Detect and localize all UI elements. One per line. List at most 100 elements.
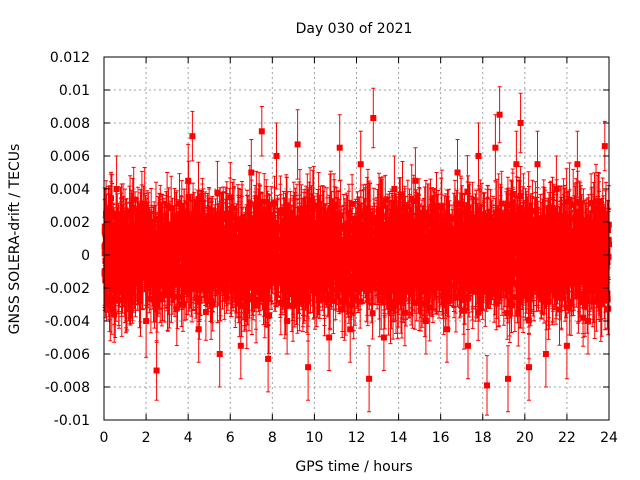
noise-point [520, 210, 527, 217]
noise-point [290, 224, 297, 231]
noise-point [588, 234, 595, 241]
data-point [273, 153, 280, 159]
noise-point [441, 222, 448, 229]
noise-point [410, 231, 417, 238]
noise-point [187, 264, 194, 271]
noise-point [162, 256, 168, 263]
noise-point [137, 298, 144, 305]
noise-point [524, 264, 530, 271]
noise-point [174, 239, 181, 246]
noise-point [263, 217, 270, 224]
noise-point [326, 297, 333, 304]
noise-point [378, 231, 385, 238]
noise-point [217, 282, 224, 289]
noise-point [546, 242, 553, 249]
noise-point [225, 265, 232, 272]
noise-point [402, 248, 409, 255]
noise-point [535, 244, 542, 251]
noise-point [133, 231, 139, 238]
noise-point [497, 227, 504, 234]
noise-point [564, 219, 571, 226]
noise-point [321, 295, 328, 302]
noise-point [200, 228, 207, 235]
noise-point [223, 247, 230, 254]
noise-point [350, 255, 357, 262]
noise-point [296, 299, 303, 306]
noise-point [600, 231, 607, 237]
noise-point [248, 215, 255, 222]
noise-point [123, 266, 130, 273]
noise-point [149, 267, 156, 274]
noise-point [116, 289, 122, 296]
noise-point [482, 256, 488, 263]
noise-point [400, 281, 407, 288]
noise-point [396, 214, 403, 220]
noise-point [564, 223, 570, 230]
noise-point [328, 218, 335, 225]
noise-point [233, 276, 240, 283]
noise-point [371, 241, 378, 248]
noise-point [258, 243, 265, 250]
noise-point [168, 266, 174, 273]
noise-point [118, 226, 125, 233]
noise-point [349, 234, 356, 241]
noise-point [217, 236, 223, 243]
noise-point [272, 269, 279, 276]
noise-point [566, 196, 573, 203]
noise-point [150, 280, 157, 287]
noise-point [519, 214, 526, 221]
noise-point [393, 217, 400, 224]
noise-point [315, 269, 322, 276]
noise-point [413, 221, 420, 228]
noise-point [431, 219, 438, 225]
noise-point [494, 252, 501, 259]
noise-point [319, 218, 326, 225]
noise-point [313, 239, 320, 246]
noise-point [426, 304, 433, 311]
noise-point [210, 240, 217, 247]
noise-point [500, 242, 507, 248]
noise-point [170, 248, 177, 255]
noise-point [456, 258, 463, 265]
noise-point [295, 253, 301, 260]
noise-point [255, 282, 262, 289]
noise-point [328, 230, 334, 237]
noise-point [397, 205, 404, 212]
noise-point [252, 269, 259, 276]
data-point [496, 111, 503, 118]
noise-point [596, 254, 603, 260]
data-point [258, 128, 265, 135]
noise-point [482, 288, 489, 295]
noise-point [128, 234, 135, 241]
noise-point [224, 273, 231, 280]
noise-point [305, 226, 312, 233]
noise-point [498, 280, 505, 287]
noise-point [596, 223, 602, 230]
noise-point [466, 264, 473, 271]
noise-point [143, 232, 150, 239]
noise-point [205, 243, 212, 250]
noise-point [413, 240, 420, 247]
noise-point [315, 245, 322, 252]
noise-point [350, 293, 357, 300]
noise-point [230, 223, 237, 230]
noise-point [195, 228, 202, 235]
data-point [454, 169, 461, 176]
noise-point [419, 259, 426, 266]
noise-point [300, 283, 307, 290]
noise-point [593, 198, 599, 205]
noise-point [111, 294, 118, 301]
noise-point [516, 205, 523, 212]
noise-point [244, 223, 251, 230]
noise-point [412, 246, 419, 253]
noise-point [393, 241, 400, 248]
noise-point [401, 268, 408, 275]
noise-point [246, 258, 253, 265]
noise-point [368, 263, 375, 270]
noise-point [583, 244, 590, 251]
noise-point [575, 255, 582, 262]
noise-point [200, 223, 207, 230]
noise-point [459, 222, 466, 228]
noise-point [384, 265, 391, 272]
noise-point [244, 282, 251, 289]
